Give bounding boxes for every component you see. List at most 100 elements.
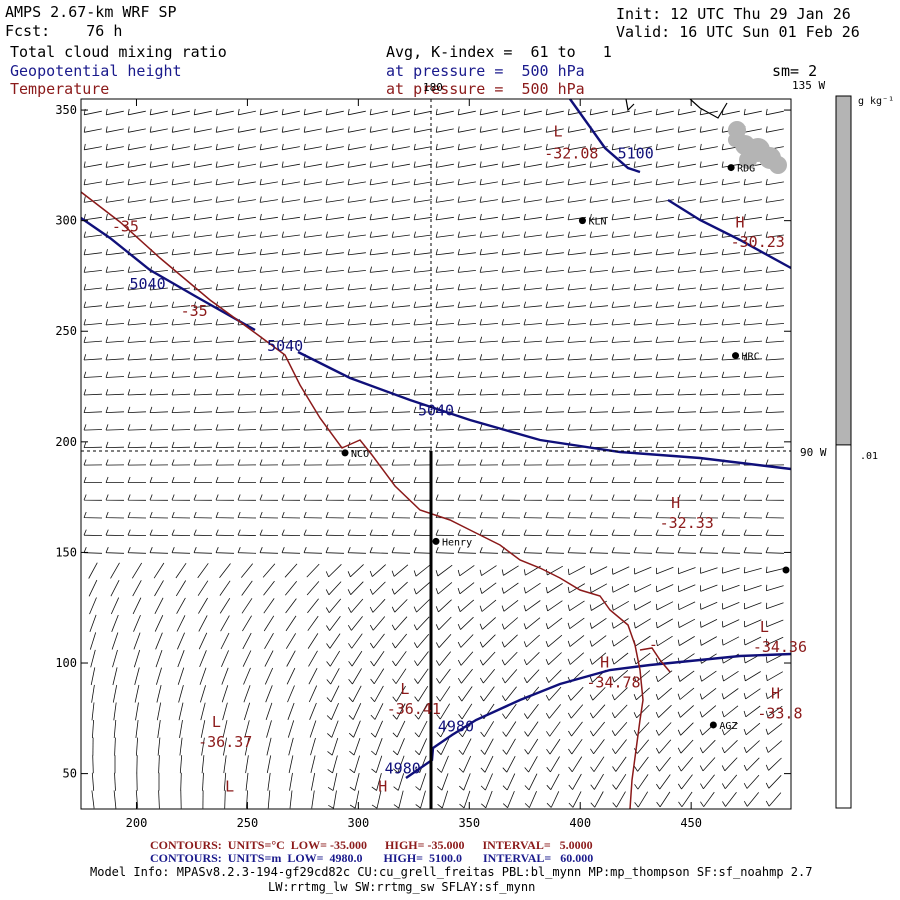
wind-barb — [391, 161, 410, 168]
wind-barb — [149, 231, 168, 238]
wind-barb — [303, 371, 323, 378]
wind-barb — [611, 424, 631, 431]
wind-barb — [127, 494, 147, 501]
wind-barb — [127, 371, 147, 378]
wind-barb — [699, 143, 718, 151]
wind-barb — [307, 633, 319, 649]
wind-barb — [347, 581, 364, 595]
station-dot — [782, 566, 790, 574]
plot-frame — [80, 98, 792, 810]
y-tick-label: 300 — [55, 214, 77, 228]
wind-barb — [178, 702, 184, 721]
wind-barb — [523, 703, 539, 719]
wind-barb — [457, 459, 477, 466]
wind-barb — [699, 161, 718, 168]
wind-barb — [127, 284, 146, 291]
wind-barb — [347, 424, 367, 431]
wind-barb — [655, 441, 675, 448]
temperature-label: -36.41 — [387, 700, 441, 718]
wind-barb — [611, 231, 630, 238]
wind-barb — [105, 143, 124, 151]
wind-barb — [281, 459, 301, 466]
wind-barb — [655, 301, 675, 308]
wind-barb — [479, 599, 497, 612]
wind-barb — [413, 284, 432, 291]
temp-units: UNITS=°C — [227, 838, 285, 852]
wind-barb — [112, 667, 118, 686]
wind-barb — [240, 563, 254, 578]
wind-barb — [545, 547, 565, 554]
wind-barb — [83, 371, 103, 378]
wind-barb — [479, 336, 499, 343]
wind-barb — [765, 566, 784, 574]
wind-barb — [83, 284, 102, 291]
wind-barb — [545, 406, 565, 413]
wind-barb — [721, 636, 740, 646]
wind-barb — [177, 667, 185, 685]
wind-barb — [545, 652, 562, 665]
wind-barb — [765, 424, 785, 431]
wind-barb — [567, 301, 587, 308]
wind-barb — [545, 494, 565, 501]
wind-barb — [393, 773, 405, 791]
wind-barb — [325, 476, 344, 483]
wind-barb — [567, 354, 587, 361]
wind-barb — [105, 547, 125, 554]
wind-barb — [699, 529, 719, 536]
temp-high: HIGH= -35.000 — [384, 838, 465, 852]
wind-barb — [437, 773, 449, 791]
wind-barb — [501, 249, 520, 256]
wind-barb — [237, 196, 256, 203]
wind-barb — [303, 494, 323, 501]
wind-barb — [435, 599, 452, 613]
wind-barb — [325, 547, 345, 554]
wind-barb — [413, 178, 432, 186]
wind-barb — [699, 284, 718, 291]
wind-barb — [633, 161, 652, 168]
wind-barb — [413, 547, 433, 554]
wind-barb — [193, 529, 213, 536]
wind-barb — [347, 108, 366, 116]
wind-barb — [347, 354, 367, 361]
wind-barb — [457, 371, 477, 378]
wind-barb — [633, 371, 653, 378]
wind-barb — [568, 738, 583, 755]
wind-barb — [479, 319, 499, 326]
wind-barb — [413, 371, 433, 378]
wind-barb — [289, 772, 293, 791]
wind-barb — [699, 231, 718, 238]
wind-barb — [677, 424, 697, 431]
y-tick-label: 50 — [63, 767, 77, 781]
wind-barb — [589, 336, 609, 343]
wind-barb — [237, 424, 257, 431]
wind-barb — [523, 634, 540, 648]
wind-barb — [545, 617, 563, 630]
wind-barb — [546, 738, 561, 755]
cloud-blob — [769, 156, 787, 174]
wind-barb — [215, 143, 234, 151]
wind-barb — [546, 773, 560, 790]
temp-low: LOW= -35.000 — [290, 838, 367, 852]
wind-barb — [743, 566, 762, 574]
wind-barb — [634, 756, 649, 772]
wind-barb — [678, 584, 696, 593]
wind-barb — [700, 584, 718, 592]
wind-barb — [457, 389, 477, 396]
temperature-label: -34.78 — [586, 673, 640, 691]
wind-barb — [347, 161, 366, 168]
wind-barb — [765, 723, 783, 735]
wind-barb — [391, 284, 410, 291]
wind-barb — [765, 178, 784, 186]
wind-barb — [677, 213, 696, 221]
wind-barb — [114, 772, 116, 791]
wind-barb — [259, 476, 278, 483]
wind-barb — [347, 249, 366, 256]
wind-barb — [743, 371, 763, 378]
temperature-label: H — [671, 494, 680, 512]
wind-barb — [347, 406, 367, 413]
hgt-interval: INTERVAL= 60.000 — [483, 851, 594, 865]
wind-barb — [391, 143, 410, 151]
wind-barb — [567, 494, 587, 501]
x-tick-label: 400 — [569, 816, 591, 830]
wind-barb — [479, 143, 498, 151]
